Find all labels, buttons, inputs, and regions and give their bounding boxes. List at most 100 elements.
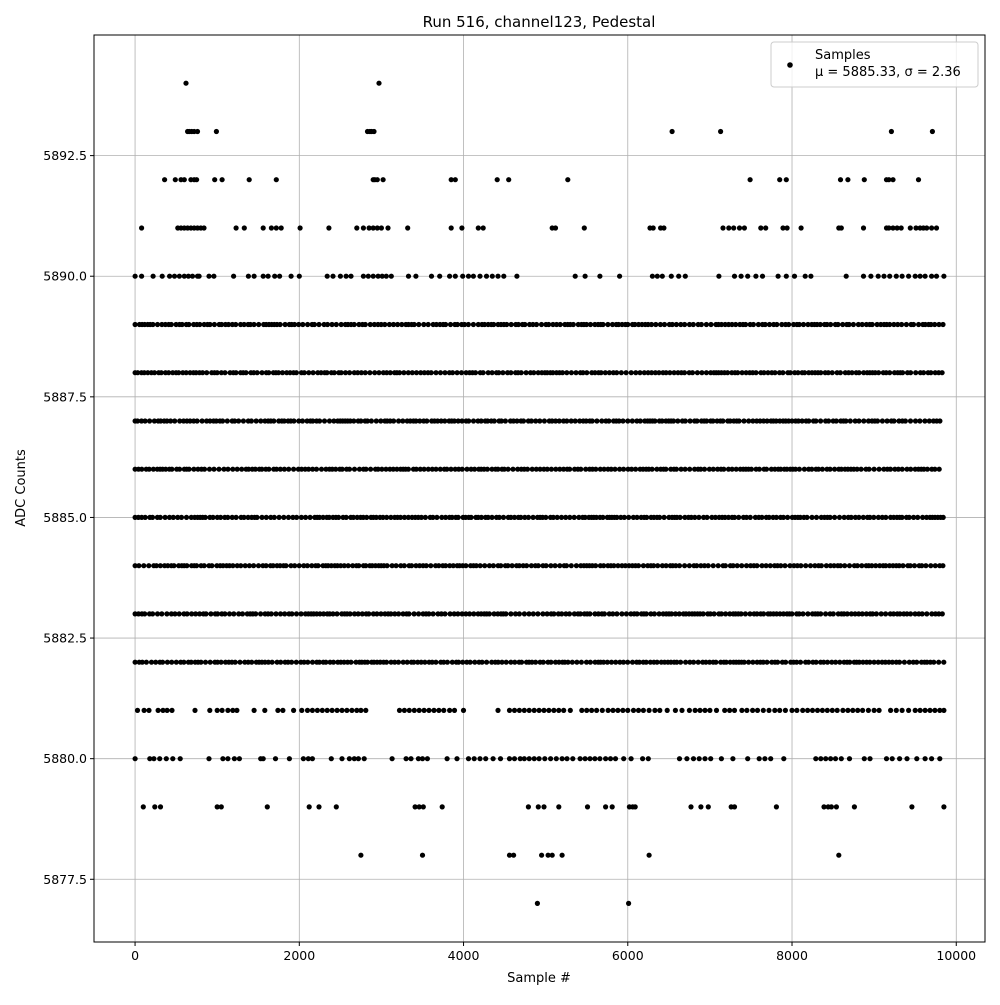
data-point (626, 900, 632, 907)
data-point (702, 707, 708, 714)
data-point (321, 611, 327, 617)
data-point (896, 563, 902, 569)
data-point (231, 756, 237, 762)
data-point (659, 563, 666, 569)
data-point (346, 756, 352, 762)
data-point (599, 707, 605, 714)
data-point (818, 370, 824, 376)
data-point (275, 707, 281, 714)
data-point (672, 611, 679, 617)
data-point (603, 756, 609, 762)
data-point (805, 321, 811, 328)
data-point (426, 611, 432, 617)
data-point (802, 370, 808, 376)
data-point (405, 225, 411, 231)
data-point (176, 273, 182, 279)
data-point (809, 514, 815, 521)
data-point (451, 707, 458, 714)
data-point (928, 563, 934, 569)
data-point (859, 563, 865, 569)
data-point (421, 321, 427, 328)
data-point (661, 225, 667, 231)
data-point (429, 659, 435, 665)
data-point (389, 756, 395, 762)
data-point (860, 659, 866, 665)
data-point (134, 707, 141, 714)
data-point (408, 756, 414, 762)
data-point (495, 707, 501, 714)
data-point (731, 804, 738, 810)
data-point (517, 756, 523, 762)
data-point (521, 756, 527, 762)
data-point (608, 659, 615, 665)
data-point (856, 659, 862, 665)
data-point (844, 611, 850, 617)
data-point (433, 659, 439, 665)
data-point (723, 611, 729, 617)
data-point (472, 466, 478, 472)
data-point (516, 611, 523, 617)
data-point (605, 707, 611, 714)
data-point (379, 466, 385, 472)
data-point (727, 707, 733, 714)
data-point (413, 370, 420, 376)
data-point (936, 659, 942, 665)
data-point (145, 370, 151, 376)
data-point (291, 707, 297, 714)
data-point (894, 225, 900, 231)
data-point (678, 466, 684, 472)
data-point (629, 418, 635, 424)
data-point (460, 659, 466, 665)
data-point (225, 707, 231, 714)
data-point (615, 707, 621, 714)
data-point (567, 514, 573, 521)
data-point (684, 756, 690, 762)
data-point (378, 225, 384, 231)
data-point (846, 563, 853, 569)
data-point (787, 563, 793, 569)
data-point (196, 273, 202, 279)
data-point (165, 563, 171, 569)
data-point (630, 514, 637, 521)
data-point (442, 611, 448, 617)
data-point (166, 370, 172, 376)
data-point (840, 321, 846, 328)
data-point (153, 659, 159, 665)
data-point (548, 756, 554, 762)
data-point (140, 804, 146, 810)
data-point (619, 611, 625, 617)
data-point (676, 756, 683, 762)
data-point (495, 273, 501, 279)
data-point (404, 659, 410, 665)
data-point (843, 273, 849, 279)
data-point (578, 466, 584, 472)
data-point (802, 273, 808, 279)
data-point (471, 611, 477, 617)
data-point (908, 466, 914, 472)
data-point (405, 514, 411, 521)
data-point (617, 273, 623, 279)
data-point (465, 273, 472, 279)
data-point (449, 659, 455, 665)
data-point (411, 611, 417, 617)
data-point (941, 659, 947, 665)
data-point (879, 418, 886, 424)
data-point (929, 756, 935, 762)
data-point (774, 321, 780, 328)
data-point (813, 756, 819, 762)
data-point (143, 659, 149, 665)
data-point (303, 514, 309, 521)
data-point (620, 659, 627, 665)
data-point (634, 611, 640, 617)
data-point (411, 321, 417, 328)
data-point (899, 514, 905, 521)
data-point (202, 514, 208, 521)
data-point (906, 273, 912, 279)
data-point (911, 563, 918, 569)
data-point (242, 563, 248, 569)
data-point (649, 370, 655, 376)
x-tick-label: 2000 (283, 948, 315, 963)
data-point (601, 466, 607, 472)
data-point (552, 225, 559, 231)
data-point (197, 321, 203, 328)
